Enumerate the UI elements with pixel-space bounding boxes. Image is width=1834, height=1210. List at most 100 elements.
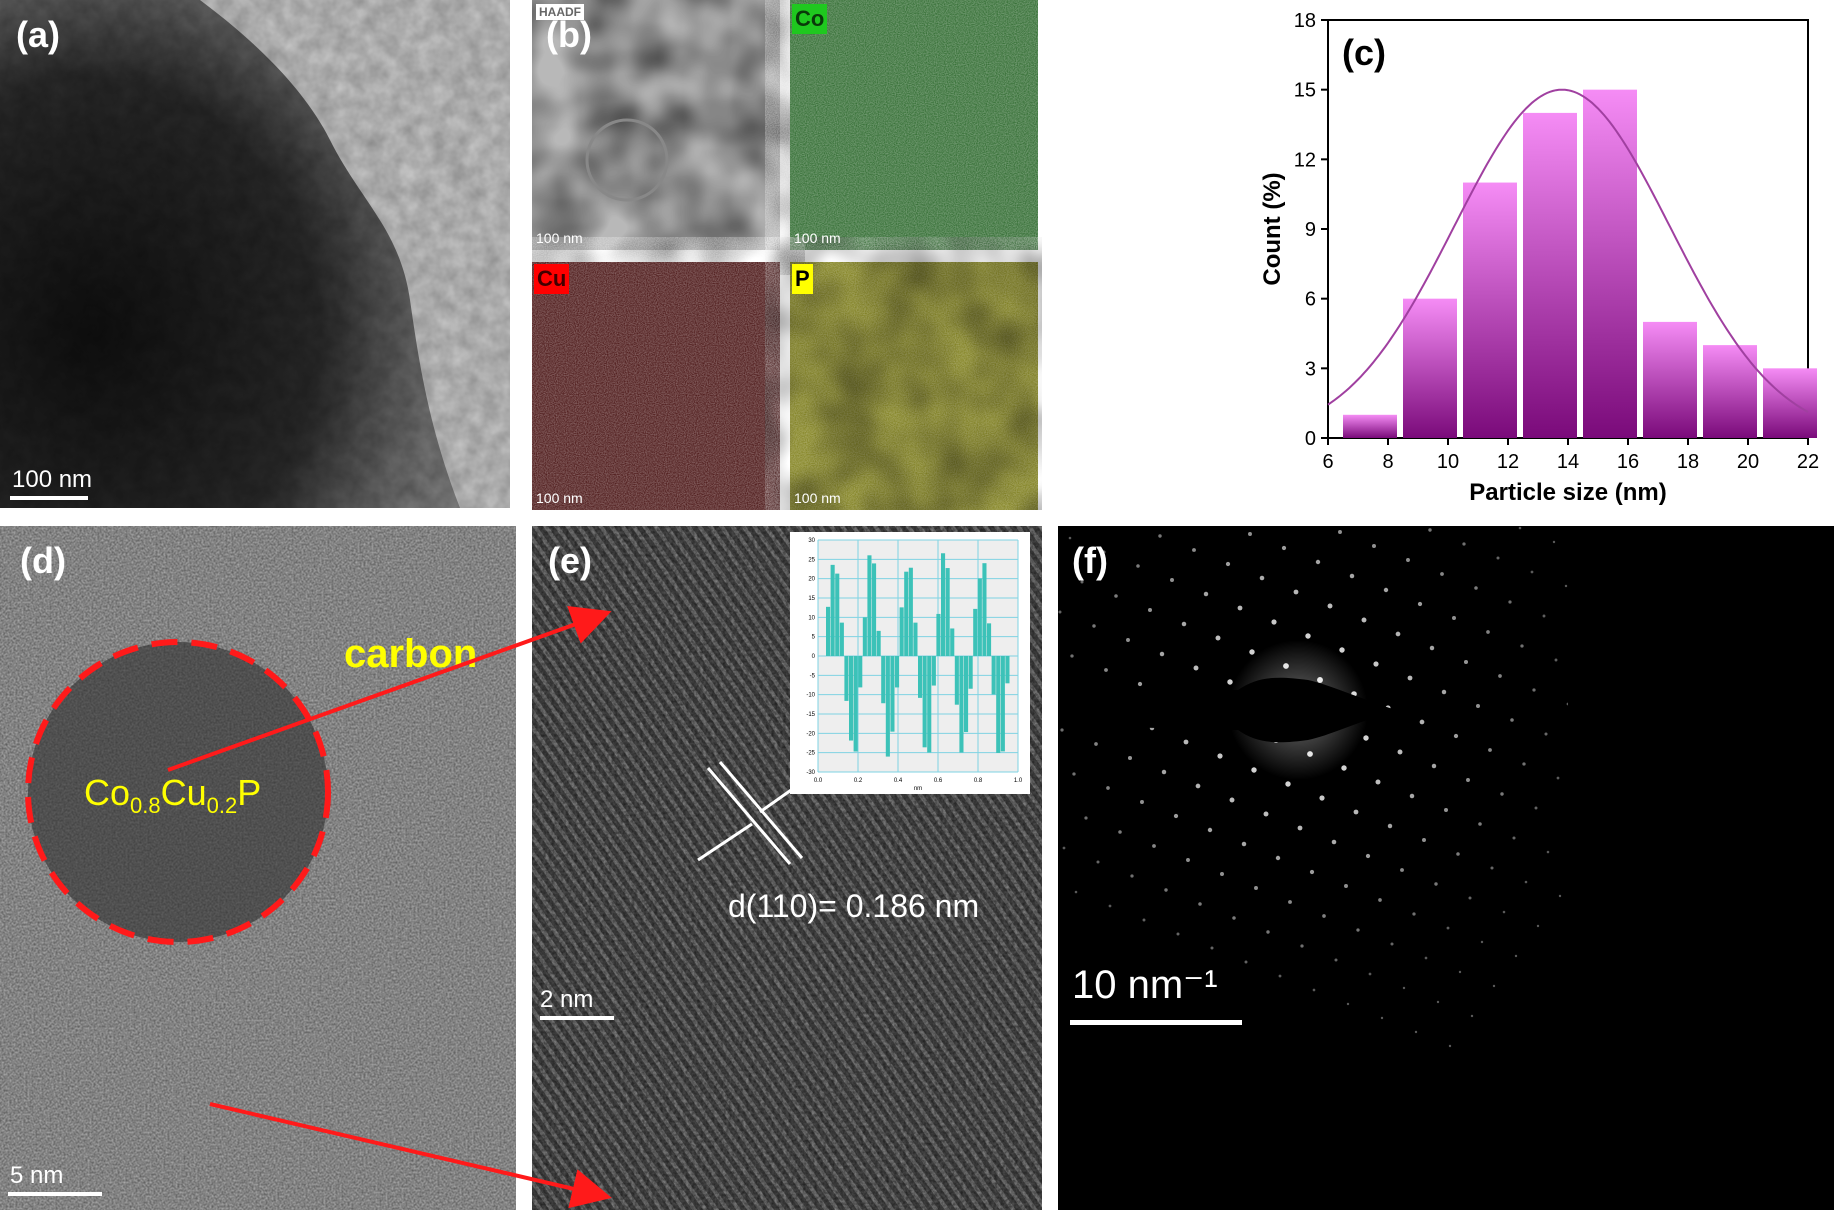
inset-profile-bar <box>954 656 959 705</box>
inset-y-tick-label: -10 <box>806 693 815 699</box>
diffraction-spot <box>1462 542 1466 546</box>
tag-p: P <box>792 264 813 294</box>
diffraction-spot <box>1556 776 1560 780</box>
inset-x-tick-label: 0.2 <box>854 778 863 784</box>
scalebar-label-f: 10 nm⁻¹ <box>1072 963 1218 1007</box>
y-tick-label: 18 <box>1294 10 1316 32</box>
diffraction-spot <box>1142 918 1146 922</box>
x-tick-label: 20 <box>1737 451 1759 473</box>
diffraction-spot <box>1436 1000 1440 1004</box>
diffraction-spot <box>1232 916 1236 920</box>
diffraction-spot <box>1300 944 1304 948</box>
scalebar-label-e: 2 nm <box>540 986 594 1013</box>
diffraction-spot <box>1266 930 1270 934</box>
inset-y-tick-label: 10 <box>808 615 815 621</box>
diffraction-spot <box>1271 619 1277 625</box>
diffraction-spot <box>1361 617 1367 623</box>
x-tick-label: 18 <box>1677 451 1699 473</box>
diffraction-spot <box>1130 874 1134 878</box>
gaussian-fit-line <box>1327 88 1809 413</box>
inset-profile-bar <box>936 613 941 656</box>
x-tick-label: 12 <box>1497 451 1519 473</box>
inset-x-tick-label: 1.0 <box>1014 778 1023 784</box>
diffraction-spot <box>1192 548 1196 552</box>
inset-y-tick-label: 30 <box>808 538 815 544</box>
diffraction-spot <box>1390 942 1394 946</box>
inset-profile-bar <box>826 606 831 656</box>
diffraction-spot <box>1375 779 1381 785</box>
inset-profile-bar <box>931 656 936 686</box>
inset-profile-bar <box>945 568 950 656</box>
p-map <box>790 262 1038 510</box>
diffraction-spot <box>1275 855 1281 861</box>
x-tick-label: 10 <box>1437 451 1459 473</box>
scalebar-label-b2: 100 nm <box>794 230 841 246</box>
inset-profile-bar <box>881 656 886 704</box>
panel-label-a: (a) <box>16 14 60 55</box>
diffraction-spot <box>1524 880 1528 884</box>
inset-profile-bar <box>941 553 946 656</box>
diffraction-spot <box>1210 946 1214 950</box>
diffraction-spot <box>1496 556 1500 560</box>
diffraction-spot <box>1173 813 1179 819</box>
diffraction-spot <box>1309 869 1315 875</box>
inset-profile-bar <box>950 628 955 656</box>
inset-profile-bar <box>885 656 890 757</box>
diffraction-spot <box>1368 972 1372 976</box>
inset-profile-bar <box>1000 656 1005 752</box>
diffraction-spot <box>1456 852 1460 856</box>
histogram-bar <box>1403 298 1457 438</box>
diffraction-spot <box>1217 753 1223 759</box>
inset-profile: 30 25 20 15 10 5 0 -5 -10 -15 -20 -25 -30 0.0 0.2 0.4 0… <box>790 532 1030 794</box>
panel-a: (a) 100 nm <box>0 0 510 508</box>
diffraction-spot <box>1407 675 1413 681</box>
diffraction-spot <box>1476 704 1480 708</box>
diffraction-spot <box>1126 638 1130 642</box>
diffraction-spot <box>1147 607 1153 613</box>
diffraction-spot <box>1349 573 1355 579</box>
diffraction-spot <box>1365 853 1371 859</box>
diffraction-spot <box>1092 624 1096 628</box>
inset-profile-bar <box>899 607 904 656</box>
scalebar-label-b3: 100 nm <box>536 490 583 506</box>
histogram-bar <box>1463 182 1517 438</box>
diffraction-spot <box>1353 809 1359 815</box>
diffraction-spot <box>1453 733 1459 739</box>
diffraction-spot <box>1220 872 1224 876</box>
inset-profile-bar <box>853 656 858 752</box>
diffraction-spot <box>1395 631 1401 637</box>
eds-maps <box>532 0 1038 510</box>
diffraction-spot <box>1227 679 1233 685</box>
diffraction-spot <box>1080 580 1084 584</box>
y-tick-label: 12 <box>1294 149 1316 171</box>
diffraction-spot <box>1514 954 1518 958</box>
scalebar-a <box>10 496 88 500</box>
inset-profile-bar <box>959 656 964 753</box>
y-axis-label: Count (%) <box>1259 172 1286 285</box>
diffraction-spot <box>1293 589 1299 595</box>
y-tick-label: 3 <box>1305 358 1316 380</box>
inset-profile-bar <box>987 623 992 656</box>
panel-e: 30 25 20 15 10 5 0 -5 -10 -15 -20 -25 -30 0.0 0.2 0.4 0… <box>532 526 1042 1210</box>
tag-co: Co <box>792 4 828 34</box>
diffraction-spot <box>1281 545 1287 551</box>
panel-c: 6 8 10 12 14 16 18 20 22 0 3 6 9 12 15 18 Particle siz… <box>1060 0 1834 510</box>
inset-profile-bar <box>982 563 987 656</box>
inset-x-tick-label: 0.8 <box>974 778 983 784</box>
x-tick-label: 14 <box>1557 451 1579 473</box>
diffraction-spot <box>1322 914 1326 918</box>
inset-profile-bar <box>849 656 854 741</box>
diffraction-spot <box>1137 681 1143 687</box>
diffraction-spot <box>1072 772 1076 776</box>
panel-label-d: (d) <box>20 540 66 581</box>
diffraction-spot <box>1102 550 1106 554</box>
formula-co: Co <box>84 772 131 813</box>
diffraction-spot <box>1498 674 1502 678</box>
diffraction-spot <box>1060 728 1064 732</box>
diffraction-spot <box>1229 797 1235 803</box>
diffraction-spot <box>1186 858 1190 862</box>
inset-xunit: nm <box>914 786 922 792</box>
diffraction-spot <box>1278 974 1282 978</box>
diffraction-spot <box>1249 649 1255 655</box>
diffraction-spot <box>1176 932 1180 936</box>
